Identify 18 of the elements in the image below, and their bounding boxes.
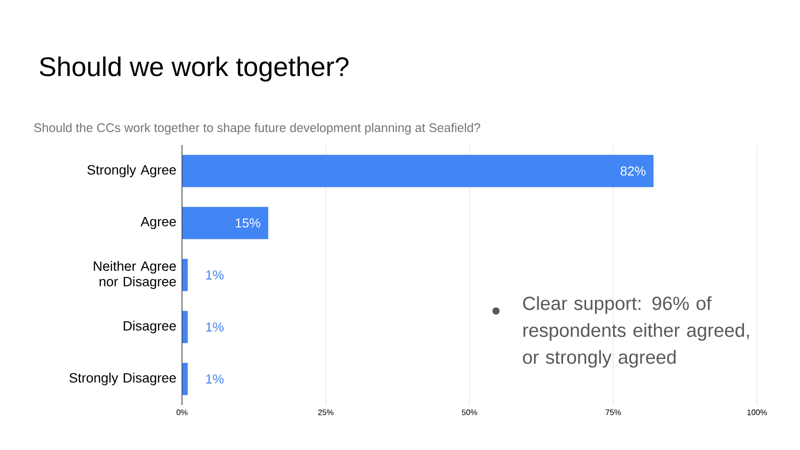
data-label: 1%: [206, 374, 224, 384]
bar: [182, 310, 188, 344]
data-label: 1%: [206, 322, 224, 332]
chart-subtitle: Should the CCs work together to shape future development planning at Seafield?: [34, 122, 480, 135]
bar: [182, 154, 654, 188]
y-tick-label: Disagree: [124, 320, 176, 334]
annotation: Clear support: 96% of respondents either agreed, or strongly agreed: [523, 296, 749, 368]
y-tick-label: Neither Agree nor Disagree: [94, 260, 176, 289]
chart-title: Should we work together?: [40, 56, 348, 82]
bar: [182, 362, 188, 396]
y-tick-label: Strongly Disagree: [69, 372, 176, 386]
data-label: 82%: [620, 166, 646, 176]
bar: [182, 258, 188, 292]
bar: [182, 206, 268, 240]
data-label: 1%: [206, 270, 224, 280]
data-label: 15%: [236, 218, 260, 228]
y-tick-label: Strongly Agree: [87, 164, 176, 178]
y-tick-label: Agree: [140, 216, 176, 230]
